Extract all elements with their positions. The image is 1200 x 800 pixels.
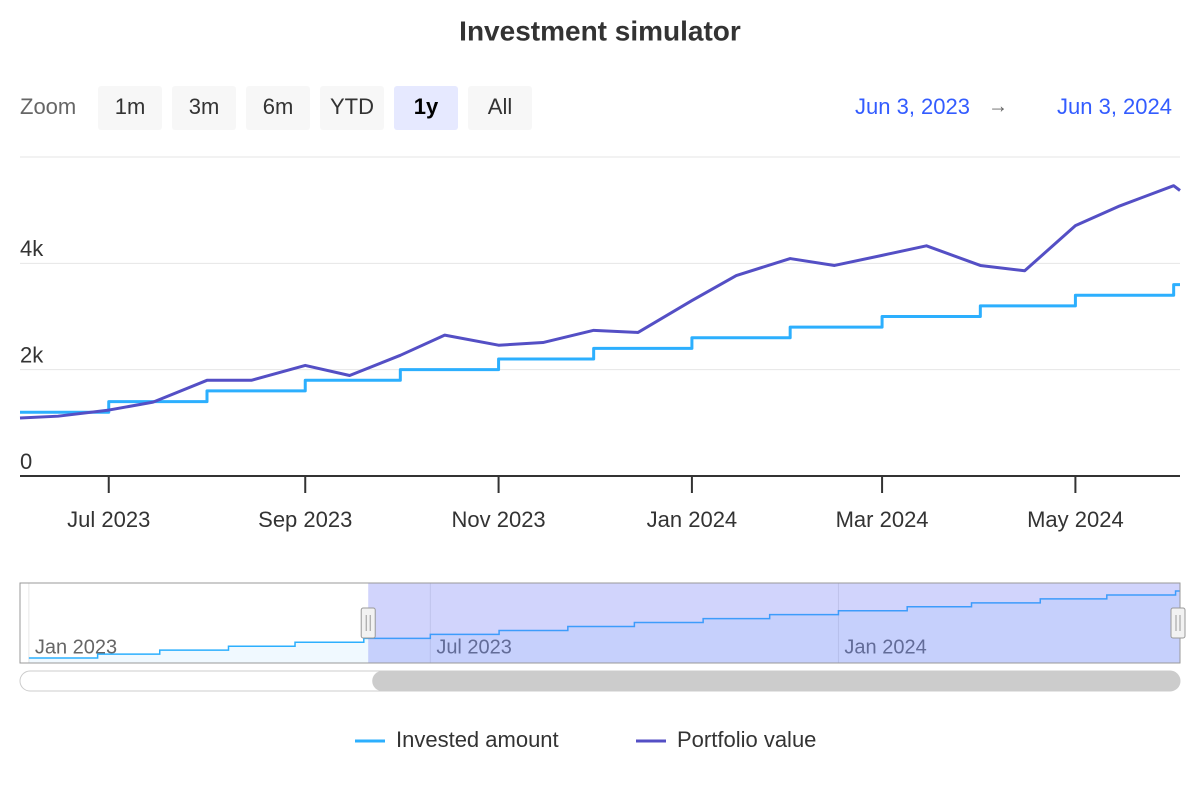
legend-label[interactable]: Portfolio value <box>677 727 816 752</box>
range-from[interactable]: Jun 3, 2023 <box>855 94 970 119</box>
navigator-handle[interactable] <box>1170 607 1186 639</box>
zoom-button-label[interactable]: YTD <box>330 94 374 119</box>
zoom-label: Zoom <box>20 94 76 119</box>
zoom-button[interactable] <box>320 86 384 130</box>
series-line <box>20 283 1180 414</box>
navigator-tick-label: Jul 2023 <box>436 636 512 658</box>
legend-label[interactable]: Invested amount <box>396 727 559 752</box>
zoom-button[interactable] <box>468 86 532 130</box>
x-tick-label: Nov 2023 <box>451 507 545 532</box>
y-tick-label: 4k <box>20 236 44 261</box>
scrollbar-thumb[interactable] <box>372 671 1180 691</box>
zoom-button-label[interactable]: 6m <box>263 94 294 119</box>
zoom-button[interactable] <box>172 86 236 130</box>
navigator-handle[interactable] <box>360 607 376 639</box>
navigator-tick-label: Jan 2023 <box>35 636 117 658</box>
range-separator: → <box>988 95 1008 117</box>
range-to[interactable]: Jun 3, 2024 <box>1057 94 1172 119</box>
navigator-line <box>28 590 1180 659</box>
series-line <box>19 184 1181 420</box>
zoom-button-label[interactable]: 1m <box>115 94 146 119</box>
zoom-button-label[interactable]: All <box>488 94 512 119</box>
chart-title: Investment simulator <box>459 15 741 46</box>
x-tick-label: Mar 2024 <box>836 507 929 532</box>
zoom-button-label[interactable]: 3m <box>189 94 220 119</box>
x-tick-label: Jul 2023 <box>67 507 150 532</box>
x-tick-label: Sep 2023 <box>258 507 352 532</box>
y-tick-label: 2k <box>20 342 44 367</box>
x-tick-label: May 2024 <box>1027 507 1124 532</box>
x-tick-label: Jan 2024 <box>647 507 738 532</box>
zoom-button[interactable] <box>246 86 310 130</box>
zoom-button[interactable] <box>394 86 458 130</box>
navigator-tick-label: Jan 2024 <box>844 636 926 658</box>
y-tick-label: 0 <box>20 449 32 474</box>
zoom-button-label[interactable]: 1y <box>414 94 439 119</box>
navigator-mask <box>368 583 1180 663</box>
zoom-button[interactable] <box>98 86 162 130</box>
